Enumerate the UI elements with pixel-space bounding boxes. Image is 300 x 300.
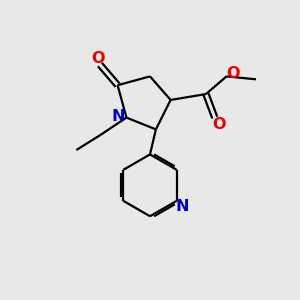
Text: N: N (112, 109, 125, 124)
Text: O: O (212, 118, 226, 133)
Text: N: N (175, 199, 189, 214)
Text: O: O (92, 51, 105, 66)
Text: O: O (226, 66, 240, 81)
